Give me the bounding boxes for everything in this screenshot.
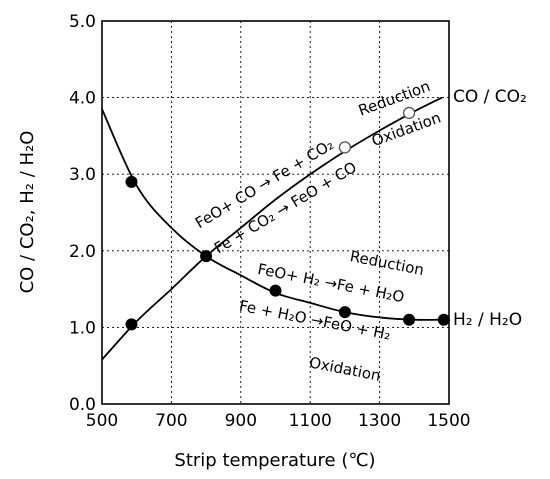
y-tick-label: 0.0 xyxy=(69,395,96,415)
y-axis-title: CO / CO₂, H₂ / H₂O xyxy=(17,131,38,294)
y-tick-label: 4.0 xyxy=(69,89,96,109)
data-point-filled xyxy=(338,306,351,319)
x-tick-label: 900 xyxy=(225,411,257,431)
x-tick-label: 700 xyxy=(155,411,187,431)
x-tick-label: 1100 xyxy=(289,411,332,431)
co-co2-curve xyxy=(101,96,443,361)
co-co2-curve-label: CO / CO₂ xyxy=(453,87,527,107)
data-point-filled xyxy=(200,250,213,263)
y-tick-label: 1.0 xyxy=(69,318,96,338)
data-point-filled xyxy=(437,313,450,326)
y-tick-label: 3.0 xyxy=(69,165,96,185)
data-point-filled xyxy=(403,313,416,326)
x-tick-label: 1500 xyxy=(427,411,470,431)
reduction-label-upper: Reduction xyxy=(356,77,433,120)
reduction-label-lower: Reduction xyxy=(348,247,425,279)
y-tick-label: 5.0 xyxy=(69,12,96,32)
x-tick-label: 500 xyxy=(86,411,118,431)
x-axis-title: Strip temperature (℃) xyxy=(174,450,375,471)
h2-h2o-curve-label: H₂ / H₂O xyxy=(453,310,522,330)
oxidation-label-lower: Oxidation xyxy=(308,353,382,384)
x-axis: 500 700 900 1100 1300 1500 xyxy=(86,411,471,431)
data-point-filled xyxy=(125,318,138,331)
data-point-open xyxy=(338,141,352,154)
markers xyxy=(125,106,450,331)
data-point-open xyxy=(402,106,416,120)
data-point-filled xyxy=(125,175,138,188)
plot-frame xyxy=(101,20,450,405)
grid xyxy=(102,21,449,404)
y-axis: 0.0 1.0 2.0 3.0 4.0 5.0 xyxy=(69,12,96,415)
x-tick-label: 1300 xyxy=(358,411,401,431)
data-point-filled xyxy=(269,284,282,297)
y-tick-label: 2.0 xyxy=(69,242,96,262)
